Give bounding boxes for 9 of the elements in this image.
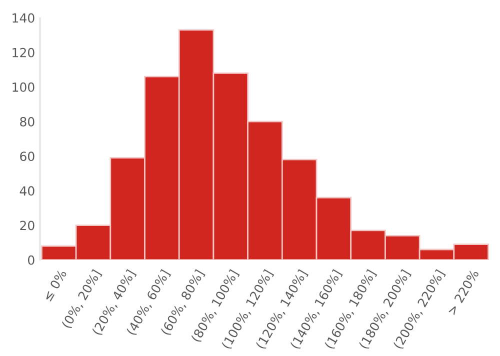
y-tick-label: 40 (20, 186, 34, 196)
y-tick-label: 100 (12, 82, 34, 92)
y-tick-label: 20 (20, 220, 34, 230)
y-tick-label: 80 (20, 117, 34, 126)
x-tick-label: ≤ 0% (42, 268, 67, 302)
y-tick-label: 60 (20, 152, 34, 162)
y-tick-label: 140 (12, 13, 34, 23)
y-tick-label: 0 (28, 255, 34, 265)
y-tick-label: 120 (12, 48, 34, 58)
